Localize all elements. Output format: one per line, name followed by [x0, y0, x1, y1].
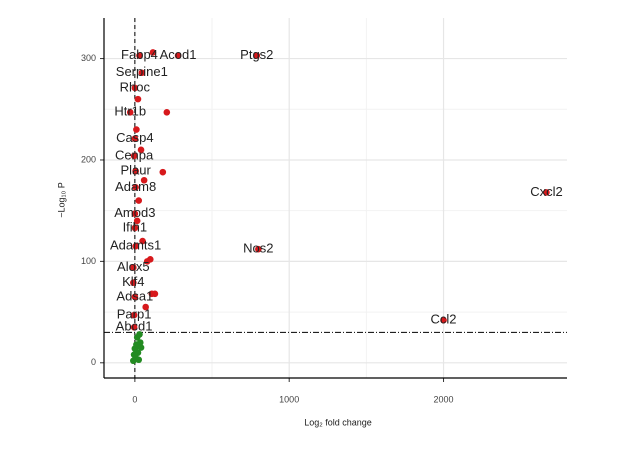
y-tick-label: 300	[81, 53, 96, 63]
point	[255, 245, 262, 253]
point-label: Cxcl2	[530, 184, 563, 199]
point-label: Acod1	[160, 47, 197, 62]
point	[149, 49, 157, 56]
point	[132, 167, 139, 175]
point	[135, 356, 143, 364]
point	[132, 184, 139, 191]
x-tick-label: 1000	[279, 394, 299, 404]
point	[142, 303, 149, 311]
point	[130, 264, 137, 271]
point	[135, 197, 143, 204]
point-label: Rhoc	[120, 79, 151, 94]
point-label: Amod3	[114, 205, 155, 220]
point-label: Ptgs2	[240, 47, 273, 62]
point	[126, 109, 134, 116]
point	[133, 126, 140, 133]
point	[139, 237, 146, 245]
point	[163, 109, 171, 116]
point	[130, 311, 138, 319]
point	[131, 293, 139, 301]
point	[174, 52, 182, 59]
point	[148, 290, 156, 298]
point-label: Adamts1	[110, 238, 161, 253]
point	[138, 69, 146, 77]
point	[130, 279, 137, 286]
point	[136, 52, 143, 59]
point	[440, 316, 447, 324]
point-label: Nos2	[243, 241, 273, 256]
point-label: Abcd1	[116, 319, 153, 334]
point-label: Adam8	[115, 179, 156, 194]
y-tick-label: 0	[91, 357, 96, 367]
x-axis-label: Log₂ fold change	[304, 417, 372, 427]
point-label: Adsa1	[116, 288, 153, 303]
point	[134, 95, 142, 103]
point-label: Cenpa	[115, 147, 154, 162]
point	[140, 176, 148, 184]
point	[137, 344, 145, 351]
point	[130, 152, 138, 160]
point-label: Plaur	[120, 163, 151, 178]
point-label: Casp4	[116, 130, 154, 145]
point	[131, 210, 139, 218]
point	[253, 52, 261, 59]
point	[131, 84, 139, 92]
point	[131, 135, 139, 142]
point	[159, 168, 167, 176]
point	[543, 189, 550, 196]
point-label: Parp1	[117, 307, 152, 322]
point-label: Htr1b	[114, 104, 146, 119]
point	[147, 256, 154, 263]
point-label: Serpine1	[116, 64, 168, 79]
point-label: Ifih1	[123, 219, 148, 234]
point	[130, 323, 138, 331]
x-tick-label: 0	[132, 394, 137, 404]
point	[132, 242, 139, 250]
point	[136, 331, 143, 338]
point-label: Alox5	[117, 259, 150, 274]
point-label: Klf4	[122, 274, 144, 289]
point	[133, 217, 141, 225]
point	[131, 224, 139, 232]
point-label: Ccl2	[431, 312, 457, 327]
x-tick-label: 2000	[434, 394, 454, 404]
point	[130, 351, 138, 358]
point-label: Fabp4	[121, 47, 158, 62]
y-tick-label: 200	[81, 154, 96, 164]
y-axis-label: −Log₁₀ P	[56, 182, 66, 218]
y-tick-label: 100	[81, 256, 96, 266]
point	[137, 146, 145, 154]
